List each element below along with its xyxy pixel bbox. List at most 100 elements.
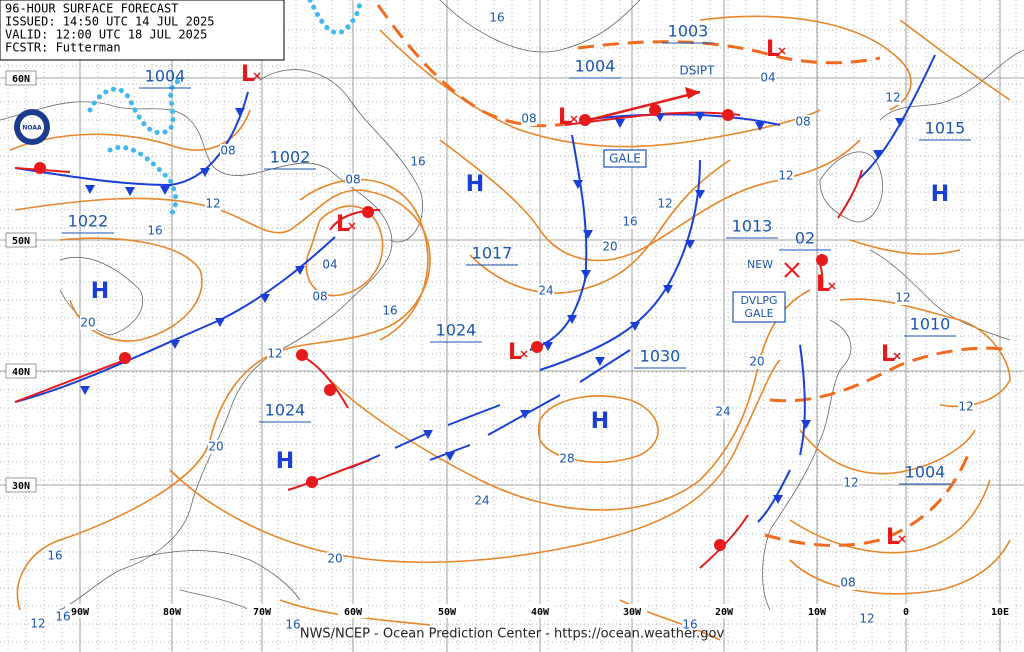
latitude-label-box bbox=[5, 363, 37, 379]
cold-front-triangle bbox=[581, 270, 591, 279]
cold-front bbox=[579, 113, 781, 126]
cold-front-triangle bbox=[235, 108, 245, 117]
longitude-label-box bbox=[65, 604, 95, 618]
isobar-label-bg bbox=[345, 173, 361, 187]
isobar-label: 12 bbox=[895, 291, 910, 305]
isobar-label-bg bbox=[327, 552, 343, 566]
warm-front-semicircle bbox=[362, 206, 374, 218]
low-center: L bbox=[508, 340, 522, 365]
isobar-label: 08 bbox=[345, 173, 360, 187]
isobar-label-bg bbox=[147, 224, 163, 238]
isobar-label: 12 bbox=[958, 400, 973, 414]
cold-front-triangle bbox=[595, 357, 605, 366]
header-box bbox=[0, 0, 285, 61]
coastline bbox=[879, 49, 1024, 121]
low-marker bbox=[520, 350, 528, 358]
isobar-label-bg bbox=[859, 612, 875, 626]
isobar-label-bg bbox=[489, 11, 505, 25]
warm-front-semicircle bbox=[649, 104, 661, 116]
isobar-label-bg bbox=[208, 440, 224, 454]
isobar bbox=[329, 289, 811, 511]
warm-front-semicircle bbox=[119, 352, 131, 364]
coastline bbox=[762, 249, 1011, 611]
warm-front-semicircle bbox=[816, 254, 828, 266]
isobar-label-bg bbox=[602, 240, 618, 254]
troughs bbox=[376, 4, 1011, 547]
low-center: L bbox=[881, 342, 895, 367]
isobar-label: 12 bbox=[859, 612, 874, 626]
cold-front bbox=[14, 236, 336, 403]
isobar-label: 20 bbox=[208, 440, 223, 454]
annotation-box bbox=[732, 291, 786, 323]
high-center: H bbox=[591, 409, 609, 434]
low-center: L bbox=[886, 525, 900, 550]
isobar bbox=[789, 429, 991, 554]
latitude-label-box bbox=[5, 232, 37, 248]
isobar bbox=[299, 178, 429, 341]
isobar-label-bg bbox=[840, 576, 856, 590]
longitude-label-box bbox=[338, 604, 368, 618]
isobar-label-bg bbox=[760, 71, 776, 85]
isobars bbox=[9, 15, 1011, 641]
isobar-label: 16 bbox=[682, 618, 697, 632]
isobar-label: 16 bbox=[382, 304, 397, 318]
isobar-label: 12 bbox=[205, 197, 220, 211]
front-symbols bbox=[34, 104, 905, 551]
pressure-label: 1030 bbox=[640, 347, 681, 366]
isobar-label: 08 bbox=[795, 115, 810, 129]
coastline bbox=[819, 151, 884, 223]
isobar-label: 12 bbox=[657, 197, 672, 211]
cold-front-triangle bbox=[215, 318, 225, 327]
cold-front-triangle bbox=[567, 315, 577, 324]
low-marker bbox=[253, 72, 261, 80]
isobar-label: 04 bbox=[760, 71, 775, 85]
dissipating-label: DSIPT bbox=[680, 64, 716, 78]
cold-front-triangle bbox=[160, 186, 170, 195]
pressure-label: 1002 bbox=[270, 148, 311, 167]
isobar-label: 28 bbox=[559, 452, 574, 466]
isobar bbox=[9, 109, 251, 151]
pressure-label: 1004 bbox=[905, 463, 946, 482]
trough bbox=[764, 449, 972, 547]
isobar-label: 24 bbox=[715, 405, 730, 419]
coastline bbox=[259, 69, 424, 243]
longitude-label: 60W bbox=[344, 607, 363, 618]
cold-front bbox=[539, 159, 701, 371]
cold-front-triangle bbox=[663, 285, 673, 294]
cold-front-triangle bbox=[573, 180, 583, 189]
isobar-label-bg bbox=[778, 169, 794, 183]
isobar bbox=[839, 298, 1011, 408]
trough bbox=[577, 40, 881, 65]
coastline bbox=[0, 101, 393, 611]
longitude-label: 50W bbox=[438, 607, 457, 618]
isobar-label: 16 bbox=[55, 610, 70, 624]
isobar-label-bg bbox=[312, 290, 328, 304]
warm-front-semicircle bbox=[296, 349, 308, 361]
cold-front-triangle bbox=[543, 342, 553, 351]
low-marker bbox=[348, 222, 356, 230]
latitude-label-box bbox=[5, 477, 37, 493]
cold-front-triangle bbox=[583, 230, 593, 239]
isobar-label-bg bbox=[30, 617, 46, 631]
cold-front-triangle bbox=[423, 430, 433, 439]
header-line: 96-HOUR SURFACE FORECAST bbox=[5, 2, 178, 16]
isobar-label-bg bbox=[521, 112, 537, 126]
pressure-label: 1013 bbox=[732, 217, 773, 236]
isobar bbox=[439, 139, 861, 262]
header-line: ISSUED: 14:50 UTC 14 JUL 2025 bbox=[5, 15, 215, 29]
low-marker bbox=[828, 282, 836, 290]
isobar-label: 16 bbox=[147, 224, 162, 238]
longitude-label-box bbox=[157, 604, 187, 618]
longitude-label: 30W bbox=[623, 607, 642, 618]
isobar-label-bg bbox=[47, 549, 63, 563]
isobar bbox=[59, 237, 203, 342]
isobar-label: 08 bbox=[220, 144, 235, 158]
logo-text: NOAA bbox=[22, 125, 42, 132]
latitude-label: 40N bbox=[12, 367, 30, 378]
isobar-label: 24 bbox=[538, 284, 553, 298]
isobar-label: 08 bbox=[521, 112, 536, 126]
cold-front-triangle bbox=[630, 322, 640, 331]
isobar-label: 20 bbox=[602, 240, 617, 254]
cold-front-triangle bbox=[755, 122, 765, 131]
